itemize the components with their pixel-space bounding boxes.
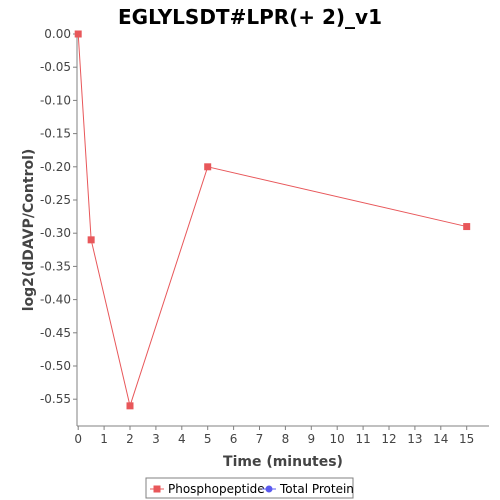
y-axis-label: log2(dDAVP/Control) (21, 149, 37, 312)
x-tick-label: 1 (100, 432, 108, 446)
x-tick-label: 4 (178, 432, 186, 446)
legend-label: Total Protein (279, 482, 354, 496)
legend-swatch-marker (265, 485, 273, 493)
legend: Phosphopeptide Total Protein (145, 477, 354, 499)
y-tick-label: -0.55 (40, 392, 71, 406)
x-tick-label: 6 (230, 432, 238, 446)
x-tick-label: 12 (381, 432, 396, 446)
x-tick-label: 5 (204, 432, 212, 446)
plot-area (77, 34, 489, 426)
y-tick-label: -0.05 (40, 60, 71, 74)
y-tick-label: -0.35 (40, 259, 71, 273)
x-tick-label: 11 (355, 432, 370, 446)
y-tick-label: -0.40 (40, 293, 71, 307)
x-tick-label: 14 (433, 432, 448, 446)
y-axis-ticks: 0.00 -0.05 -0.10 -0.15 -0.20 -0.25 -0.30 -0.35 -… (40, 27, 77, 406)
data-point (463, 223, 471, 231)
y-tick-label: -0.25 (40, 193, 71, 207)
x-tick-label: 3 (152, 432, 160, 446)
y-tick-label: -0.30 (40, 226, 71, 240)
data-point (87, 236, 95, 244)
x-tick-label: 15 (459, 432, 474, 446)
series-layer (74, 30, 471, 410)
y-tick-label: 0.00 (44, 27, 71, 41)
legend-label: Phosphopeptide (168, 482, 265, 496)
legend-box (145, 477, 354, 499)
x-tick-label: 7 (256, 432, 264, 446)
x-axis-ticks: 0 1 2 3 4 5 6 7 8 9 10 11 12 13 14 15 (74, 426, 474, 446)
y-tick-label: -0.20 (40, 160, 71, 174)
y-tick-label: -0.50 (40, 359, 71, 373)
legend-swatch-marker (153, 485, 161, 493)
x-axis-label: Time (minutes) (223, 454, 343, 470)
x-tick-label: 9 (307, 432, 315, 446)
x-tick-label: 0 (74, 432, 82, 446)
chart-title: EGLYLSDT#LPR(+ 2)_v1 (118, 5, 382, 29)
x-tick-label: 8 (282, 432, 290, 446)
x-tick-label: 10 (330, 432, 345, 446)
y-tick-label: -0.15 (40, 127, 71, 141)
data-point (204, 163, 212, 171)
data-point (74, 30, 82, 38)
y-tick-label: -0.45 (40, 326, 71, 340)
y-tick-label: -0.10 (40, 93, 71, 107)
data-point (126, 402, 134, 410)
x-tick-label: 2 (126, 432, 134, 446)
x-tick-label: 13 (407, 432, 422, 446)
